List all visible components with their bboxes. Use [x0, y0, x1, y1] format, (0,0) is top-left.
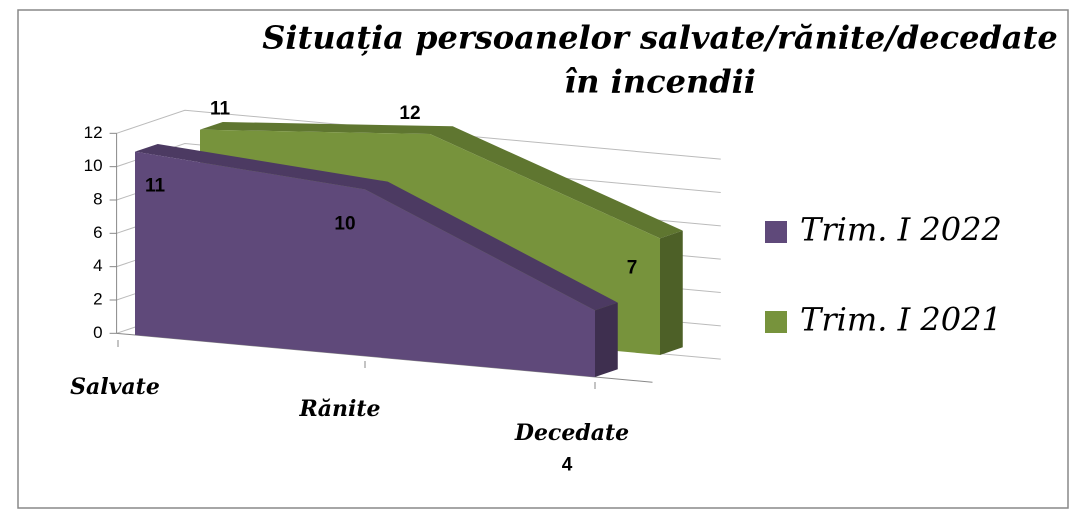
legend-swatch: [765, 221, 787, 243]
value-label: 12: [399, 103, 420, 124]
value-label: 10: [334, 213, 355, 234]
area-top: [135, 143, 618, 311]
y-tick-label: 2: [93, 289, 102, 308]
x-tick-label: Decedate: [514, 420, 629, 446]
y-tick-label: 12: [84, 123, 103, 142]
area-side: [595, 302, 618, 377]
x-tick-label: Rănite: [298, 396, 380, 422]
legend-swatch: [765, 311, 787, 333]
chart-title: Situația persoanelor salvate/rănite/dece…: [262, 19, 1057, 57]
legend-label: Trim. I 2022: [800, 211, 1002, 249]
grid-line: [116, 109, 721, 160]
area-side: [660, 230, 683, 355]
area: [135, 151, 595, 377]
legend-label: Trim. I 2021: [800, 301, 1002, 339]
x-tick-label: Salvate: [70, 374, 160, 400]
y-tick-label: 8: [93, 189, 102, 208]
value-label: 4: [562, 454, 573, 475]
chart-title: în incendii: [564, 63, 756, 101]
y-tick-label: 6: [93, 223, 102, 242]
value-label: 11: [145, 176, 166, 197]
value-label: 7: [627, 257, 638, 278]
area-top: [200, 121, 683, 239]
y-tick-label: 0: [93, 323, 102, 342]
value-label: 11: [210, 99, 231, 120]
y-tick-label: 10: [84, 156, 103, 175]
y-tick-label: 4: [93, 256, 102, 275]
